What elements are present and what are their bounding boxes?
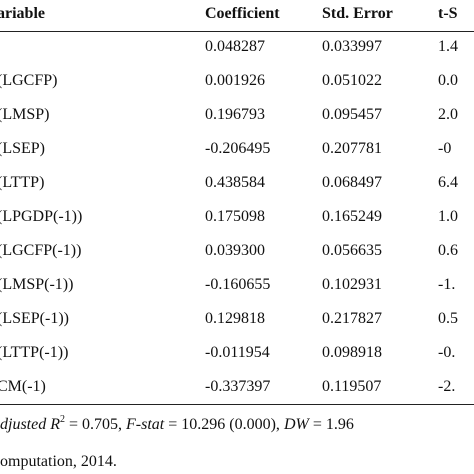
table-cell: 0.5 bbox=[438, 310, 458, 327]
column-header: ariable bbox=[0, 5, 45, 22]
note-part: 2 bbox=[60, 414, 65, 425]
table-cell: CM(-1) bbox=[0, 378, 46, 395]
table-cell: 0.068497 bbox=[322, 174, 382, 191]
column-header: t-S bbox=[438, 5, 458, 22]
table-cell: (LTTP) bbox=[0, 174, 45, 191]
column-header: Std. Error bbox=[322, 5, 393, 22]
table-cell: 0.6 bbox=[438, 242, 458, 259]
bottom-rule bbox=[0, 404, 474, 405]
table-cell: -0. bbox=[438, 344, 456, 361]
table-cell: 0.056635 bbox=[322, 242, 382, 259]
table-cell: 0.048287 bbox=[205, 38, 265, 55]
note-part: = 1.96 bbox=[308, 416, 354, 433]
header-rule bbox=[0, 31, 474, 32]
table-cell: -0 bbox=[438, 140, 452, 157]
note-part: DW bbox=[283, 416, 309, 433]
table-cell: -1. bbox=[438, 276, 456, 293]
table-cell: -0.337397 bbox=[205, 378, 271, 395]
table-cell: -0.011954 bbox=[205, 344, 270, 361]
table-cell: 0.001926 bbox=[205, 72, 265, 89]
table-cell: 0.207781 bbox=[322, 140, 382, 157]
table-cell: 0.051022 bbox=[322, 72, 382, 89]
note-part: = 10.296 (0.000), bbox=[164, 416, 284, 433]
table-cell: (LPGDP(-1)) bbox=[0, 208, 83, 225]
table-cell: 0.438584 bbox=[205, 174, 265, 191]
table-cell: (LMSP) bbox=[0, 106, 50, 123]
table-cell: 0.095457 bbox=[322, 106, 382, 123]
table-cell: 0.119507 bbox=[322, 378, 382, 395]
table-cell: 0.033997 bbox=[322, 38, 382, 55]
table-cell: 0.217827 bbox=[322, 310, 382, 327]
table-cell: 2.0 bbox=[438, 106, 458, 123]
table-note: djusted R2 = 0.705, F-stat = 10.296 (0.0… bbox=[0, 415, 354, 435]
table-cell: 1.0 bbox=[438, 208, 458, 225]
table-cell: 0.098918 bbox=[322, 344, 382, 361]
note-part: F-stat bbox=[126, 416, 165, 433]
table-cell: (LGCFP(-1)) bbox=[0, 242, 82, 259]
table-cell: 0.175098 bbox=[205, 208, 265, 225]
table-cell: 0.165249 bbox=[322, 208, 382, 225]
table-cell: 1.4 bbox=[438, 38, 458, 55]
note-part: = 0.705, bbox=[65, 416, 127, 433]
table-cell: (LMSP(-1)) bbox=[0, 276, 74, 293]
column-header: Coefficient bbox=[205, 5, 280, 22]
table-cell: 0.039300 bbox=[205, 242, 265, 259]
table-cell: (LGCFP) bbox=[0, 72, 58, 89]
table-cell: -0.206495 bbox=[205, 140, 271, 157]
table-cell: 6.4 bbox=[438, 174, 458, 191]
table-cell: 0.0 bbox=[438, 72, 458, 89]
table-cell: (LSEP) bbox=[0, 140, 45, 157]
table-cell: (LSEP(-1)) bbox=[0, 310, 69, 327]
table-source: omputation, 2014. bbox=[0, 453, 117, 470]
table-cell: -2. bbox=[438, 378, 456, 395]
note-part: djusted R bbox=[0, 416, 60, 433]
table-cell: 0.129818 bbox=[205, 310, 265, 327]
table-cell: (LTTP(-1)) bbox=[0, 344, 69, 361]
table-cell: -0.160655 bbox=[205, 276, 271, 293]
table-cell: 0.196793 bbox=[205, 106, 265, 123]
table-cell: 0.102931 bbox=[322, 276, 382, 293]
